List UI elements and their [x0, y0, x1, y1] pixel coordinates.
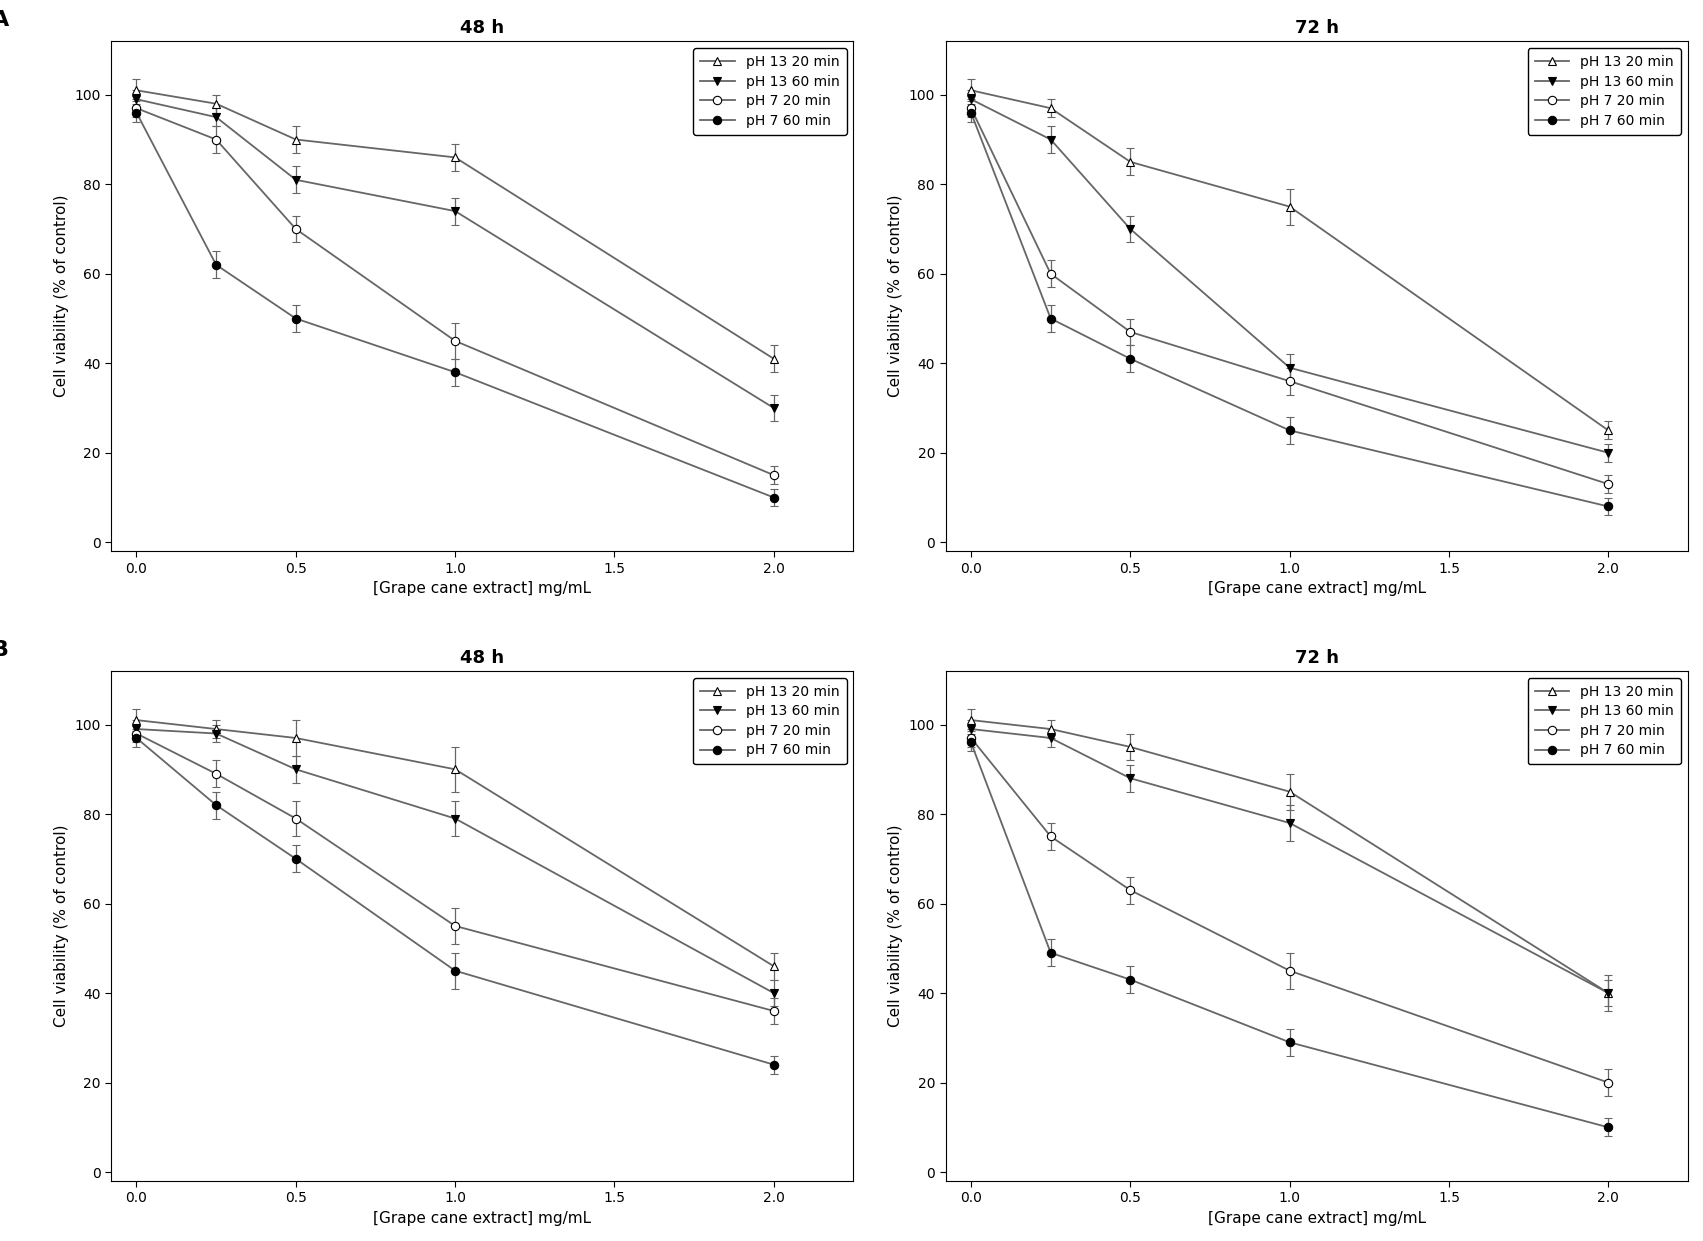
Text: A: A	[0, 10, 10, 31]
Legend: pH 13 20 min, pH 13 60 min, pH 7 20 min, pH 7 60 min: pH 13 20 min, pH 13 60 min, pH 7 20 min,…	[693, 678, 846, 764]
X-axis label: [Grape cane extract] mg/mL: [Grape cane extract] mg/mL	[1207, 581, 1425, 596]
Legend: pH 13 20 min, pH 13 60 min, pH 7 20 min, pH 7 60 min: pH 13 20 min, pH 13 60 min, pH 7 20 min,…	[1528, 678, 1681, 764]
Title: 48 h: 48 h	[460, 19, 504, 37]
X-axis label: [Grape cane extract] mg/mL: [Grape cane extract] mg/mL	[1207, 1211, 1425, 1226]
Y-axis label: Cell viability (% of control): Cell viability (% of control)	[53, 825, 68, 1028]
Legend: pH 13 20 min, pH 13 60 min, pH 7 20 min, pH 7 60 min: pH 13 20 min, pH 13 60 min, pH 7 20 min,…	[693, 48, 846, 134]
Y-axis label: Cell viability (% of control): Cell viability (% of control)	[889, 195, 903, 397]
Legend: pH 13 20 min, pH 13 60 min, pH 7 20 min, pH 7 60 min: pH 13 20 min, pH 13 60 min, pH 7 20 min,…	[1528, 48, 1681, 134]
X-axis label: [Grape cane extract] mg/mL: [Grape cane extract] mg/mL	[373, 1211, 591, 1226]
Title: 72 h: 72 h	[1294, 19, 1339, 37]
Text: B: B	[0, 640, 9, 660]
Y-axis label: Cell viability (% of control): Cell viability (% of control)	[889, 825, 903, 1028]
X-axis label: [Grape cane extract] mg/mL: [Grape cane extract] mg/mL	[373, 581, 591, 596]
Title: 72 h: 72 h	[1294, 649, 1339, 666]
Title: 48 h: 48 h	[460, 649, 504, 666]
Y-axis label: Cell viability (% of control): Cell viability (% of control)	[53, 195, 68, 397]
